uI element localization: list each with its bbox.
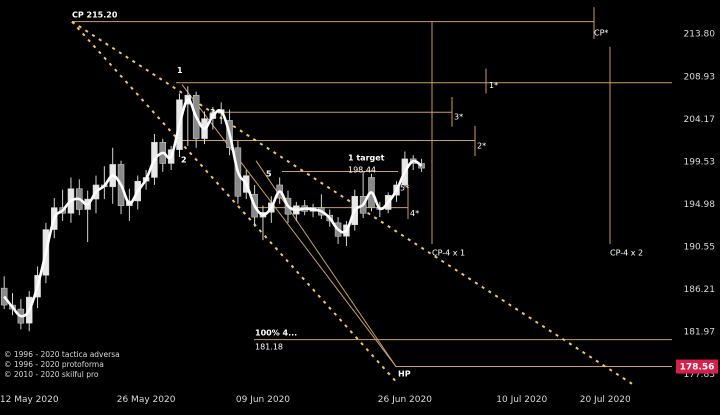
target-value: 198.44 — [348, 165, 376, 174]
price-tag-label: 178.56 — [680, 363, 715, 373]
two-star-label: 2* — [477, 142, 486, 151]
x-tick-label: 09 Jun 2020 — [236, 395, 290, 405]
y-tick-label: 199.53 — [684, 157, 716, 167]
y-tick-label: 177.83 — [684, 370, 716, 380]
y-tick-label: 204.17 — [684, 115, 716, 125]
x-axis: 12 May 2020 26 May 2020 09 Jun 2020 26 Jun … — [0, 395, 631, 405]
cp4x2-label: CP-4 x 2 — [610, 249, 643, 258]
y-tick-label: 181.97 — [684, 328, 716, 338]
wave-3-label: 3 — [210, 108, 216, 117]
annotation-labels: CP 215.20 CP* 1* 3* 2* 4* 5* 5 1 2 3 1 target 198.44… — [72, 11, 643, 379]
fan-line-a — [181, 84, 397, 367]
four-star-label: 4* — [410, 209, 419, 218]
x-tick-label: 12 May 2020 — [0, 395, 59, 405]
current-price: 178.56 — [676, 359, 718, 374]
wave-1-label: 1 — [177, 66, 183, 75]
copyright-block: © 1996 - 2020 tactica adversa© 1996 - 20… — [4, 350, 120, 379]
y-tick-label: 194.98 — [684, 200, 716, 210]
x-tick-label: 26 Jun 2020 — [378, 395, 432, 405]
y-tick-label: 208.93 — [684, 72, 716, 82]
x-tick-label: 20 Jul 2020 — [580, 395, 631, 405]
copyright-line: © 1996 - 2020 protoforma — [4, 360, 104, 369]
wave-5-label: 5 — [266, 170, 272, 179]
cp-top-label: CP 215.20 — [72, 11, 118, 20]
five-star-label: 5* — [400, 184, 409, 193]
dotted-trendlines — [71, 20, 633, 385]
three-star-label: 3* — [454, 113, 463, 122]
target-label: 1 target — [348, 154, 385, 163]
price-tag-bg — [676, 359, 718, 374]
one-star-label: 1* — [489, 81, 498, 90]
cp-star-label: CP* — [594, 28, 608, 37]
level-lines — [72, 7, 672, 368]
smoothed-price-line — [3, 98, 423, 318]
candle-body — [418, 163, 425, 169]
hp-label: HP — [398, 370, 411, 379]
copyright-line: © 2010 - 2020 skilful pro — [4, 370, 99, 379]
cp4x1-label: CP-4 x 1 — [432, 249, 465, 258]
y-tick-label: 213.80 — [684, 30, 716, 40]
pct-label: 100% 4... — [255, 329, 297, 338]
copyright-line: © 1996 - 2020 tactica adversa — [4, 350, 120, 359]
x-tick-label: 10 Jul 2020 — [496, 395, 547, 405]
smoothed-price — [3, 98, 423, 318]
x-tick-label: 26 May 2020 — [117, 395, 176, 405]
y-tick-label: 186.21 — [684, 285, 716, 295]
y-axis: 213.80 208.93 204.17 199.53 194.98 190.55 186.… — [684, 30, 716, 380]
pct-value: 181.18 — [255, 343, 283, 352]
dotted-trend-lower — [71, 20, 399, 385]
wave-2-label: 2 — [181, 156, 187, 165]
y-tick-label: 190.55 — [684, 242, 716, 252]
